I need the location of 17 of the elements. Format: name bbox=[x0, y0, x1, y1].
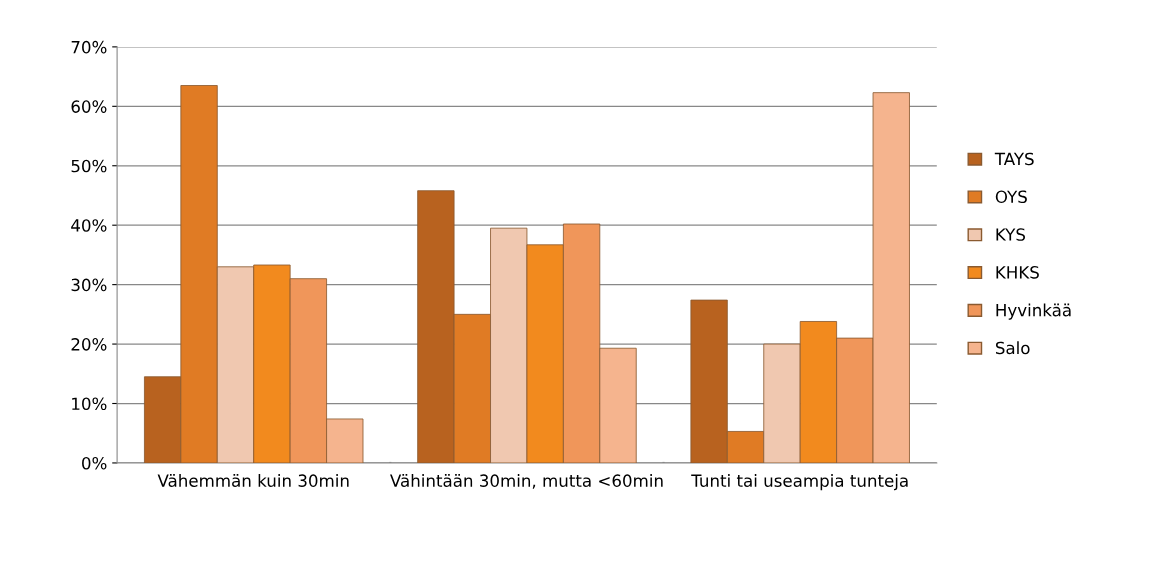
x-tick-label: Tunti tai useampia tunteja bbox=[691, 474, 908, 491]
legend-label: OYS bbox=[995, 190, 1027, 204]
legend-label: Hyvinkää bbox=[996, 303, 1071, 320]
y-tick-label: 50% bbox=[71, 159, 107, 173]
y-tick-label: 30% bbox=[71, 278, 107, 292]
legend-label: TAYS bbox=[994, 152, 1034, 166]
x-tick-label: Vähintään 30min, mutta <60min bbox=[390, 474, 663, 489]
legend-label: KHKS bbox=[996, 266, 1039, 279]
y-tick-label: 70% bbox=[71, 40, 107, 54]
x-tick-label: Vähemmän kuin 30min bbox=[157, 474, 349, 487]
legend-label: Salo bbox=[995, 341, 1030, 355]
y-tick-label: 0% bbox=[82, 456, 107, 470]
y-tick-label: 20% bbox=[71, 338, 107, 351]
y-tick-label: 40% bbox=[71, 219, 107, 232]
y-tick-label: 60% bbox=[71, 100, 107, 113]
y-tick-label: 10% bbox=[72, 397, 107, 411]
legend-label: KYS bbox=[996, 228, 1026, 241]
